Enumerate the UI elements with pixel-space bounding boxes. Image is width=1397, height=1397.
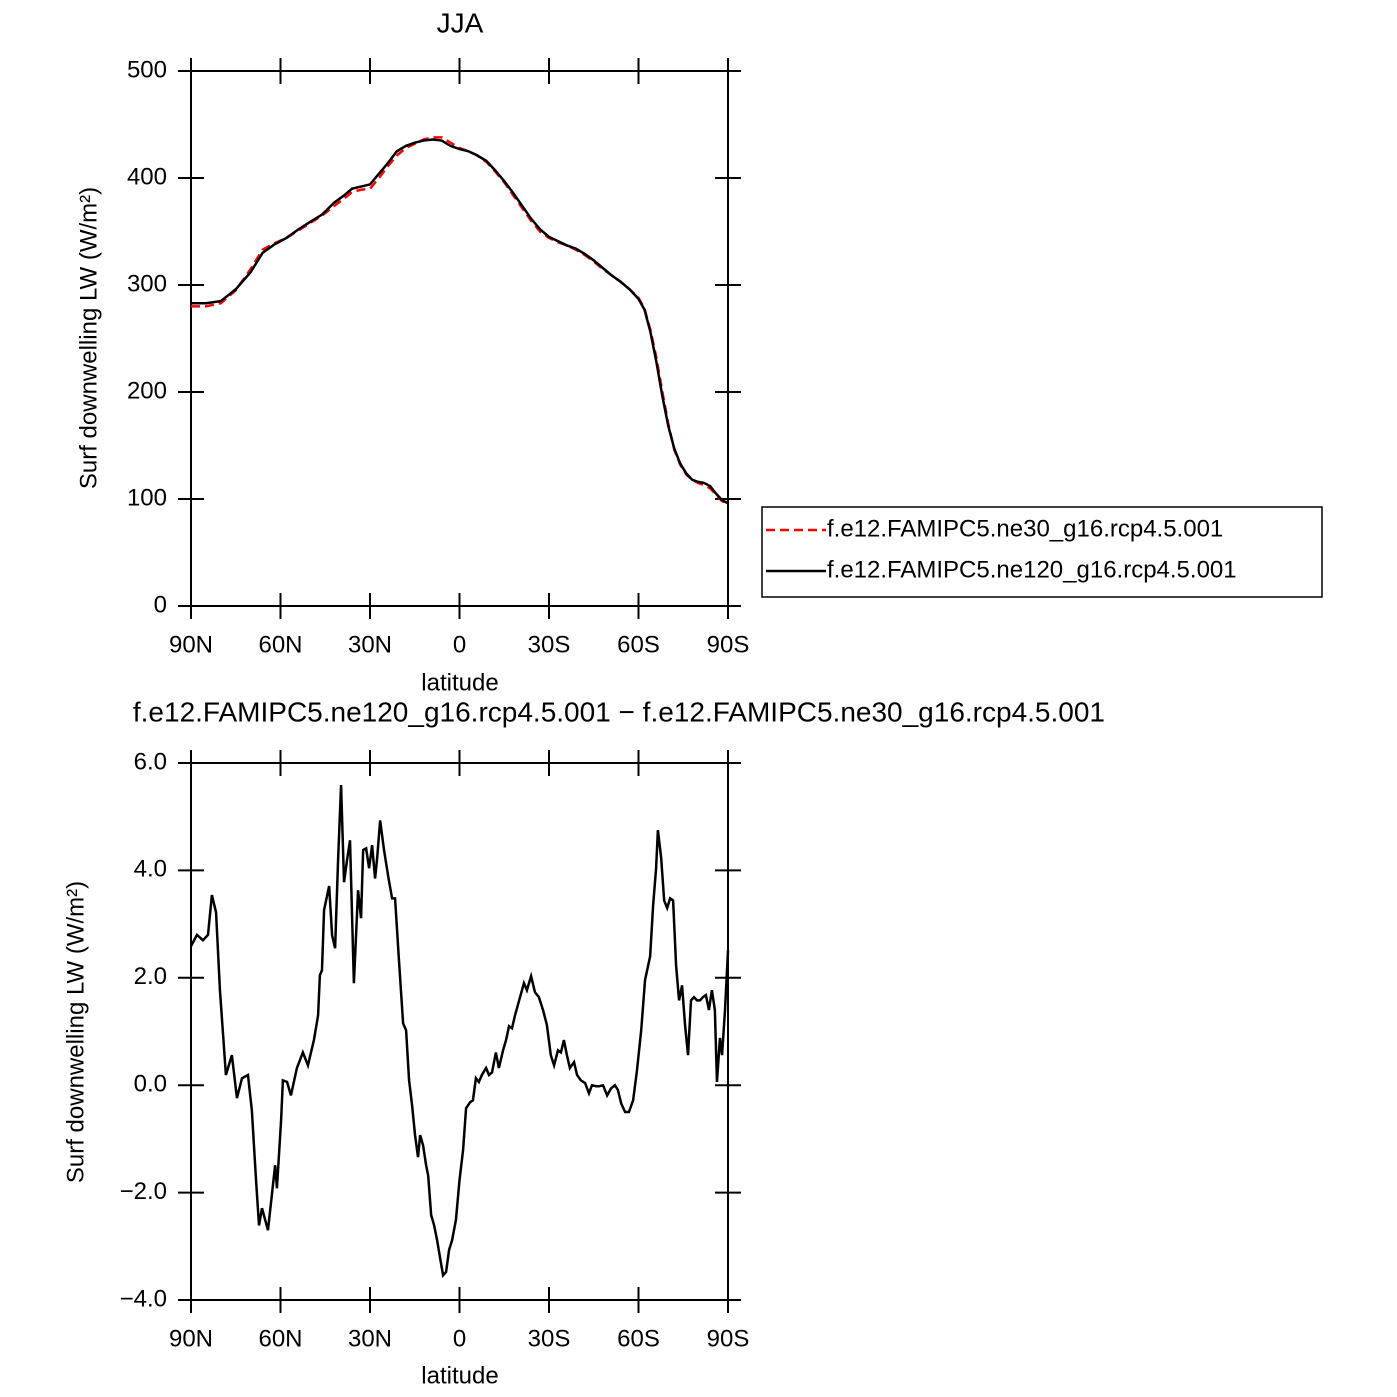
y-tick-label: −2.0 [120,1178,167,1205]
y-tick-label: 300 [127,270,167,297]
data-line [191,138,729,505]
x-axis-title: latitude [421,669,498,696]
y-tick-label: 400 [127,163,167,190]
y-tick-label: 100 [127,484,167,511]
x-tick-label: 30N [348,631,392,658]
x-tick-label: 90N [169,1325,213,1352]
chart-title: JJA [437,7,484,38]
x-axis-title: latitude [421,1362,498,1389]
x-tick-label: 60S [617,1325,660,1352]
y-tick-label: 0.0 [134,1071,167,1098]
chart-title: f.e12.FAMIPC5.ne120_g16.rcp4.5.001 − f.e… [133,696,1105,727]
legend-label: f.e12.FAMIPC5.ne30_g16.rcp4.5.001 [827,515,1223,542]
y-tick-label: 0 [154,591,167,618]
y-axis-title: Surf downwelling LW (W/m²) [62,881,89,1183]
legend-box [761,506,1323,598]
x-tick-label: 60N [258,631,302,658]
y-tick-label: 2.0 [134,963,167,990]
x-tick-label: 0 [453,631,466,658]
y-tick-label: 200 [127,377,167,404]
data-line [189,784,730,1279]
y-tick-label: 500 [127,56,167,83]
x-tick-label: 90S [707,631,750,658]
x-tick-label: 30N [348,1325,392,1352]
y-axis-title: Surf downwelling LW (W/m²) [75,187,102,489]
y-tick-label: 4.0 [134,856,167,883]
x-tick-label: 90N [169,631,213,658]
x-tick-label: 60S [617,631,660,658]
x-tick-label: 30S [528,1325,571,1352]
x-tick-label: 30S [528,631,571,658]
x-tick-label: 0 [453,1325,466,1352]
legend-label: f.e12.FAMIPC5.ne120_g16.rcp4.5.001 [827,556,1237,583]
y-tick-label: 6.0 [134,748,167,775]
x-tick-label: 90S [707,1325,750,1352]
x-tick-label: 60N [258,1325,302,1352]
y-tick-label: −4.0 [120,1285,167,1312]
